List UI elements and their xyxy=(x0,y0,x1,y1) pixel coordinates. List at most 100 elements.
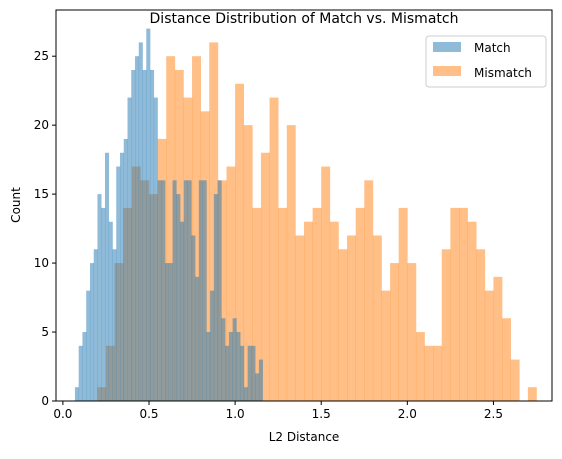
histogram-bar-match xyxy=(187,180,192,401)
legend-label-match: Match xyxy=(474,41,511,55)
plot-frame xyxy=(55,9,553,402)
histogram-bar-match xyxy=(120,152,125,401)
histogram-bar-match xyxy=(93,249,98,401)
histogram-bar-mismatch xyxy=(312,207,322,401)
histogram-bar-match xyxy=(243,387,248,401)
histogram-bar-match xyxy=(101,207,106,401)
histogram-bar-match xyxy=(78,345,83,401)
histogram-bar-mismatch xyxy=(269,97,279,401)
histogram-bar-mismatch xyxy=(372,235,382,401)
histogram-bar-mismatch xyxy=(321,166,331,401)
histogram-bar-match xyxy=(172,180,177,401)
histogram-bar-match xyxy=(258,359,263,401)
histogram-bar-mismatch xyxy=(166,56,176,401)
legend-label-mismatch: Mismatch xyxy=(474,66,532,80)
histogram-bar-mismatch xyxy=(502,318,511,401)
histogram-bar-mismatch xyxy=(459,207,468,401)
histogram-bar-mismatch xyxy=(441,249,451,401)
histogram-bar-mismatch xyxy=(304,221,313,401)
histogram-bar-match xyxy=(191,235,196,401)
histogram-bar-match xyxy=(97,194,102,401)
x-tick-label: 2.5 xyxy=(484,407,503,421)
histogram-bar-mismatch xyxy=(217,180,227,401)
x-tick-label: 2.0 xyxy=(398,407,417,421)
histogram-bar-mismatch xyxy=(484,290,494,401)
x-axis-ticks: 0.0 0.5 1.0 1.5 2.0 2.5 xyxy=(53,401,503,421)
histogram-bar-mismatch xyxy=(424,345,434,401)
x-tick-label: 1.0 xyxy=(226,407,245,421)
x-tick-label: 0.5 xyxy=(139,407,158,421)
legend: Match Mismatch xyxy=(425,35,547,88)
histogram-bar-mismatch xyxy=(433,345,443,401)
histogram-bar-match xyxy=(225,345,230,401)
histogram-bar-mismatch xyxy=(329,221,339,401)
histogram-bar-match xyxy=(168,263,173,401)
histogram-bar-match xyxy=(131,69,136,402)
histogram-bar-match xyxy=(86,290,91,401)
histogram-bar-mismatch xyxy=(450,207,460,401)
histogram-bar-match xyxy=(195,276,200,401)
histogram-bar-mismatch xyxy=(226,166,236,401)
histogram-bar-match xyxy=(135,56,140,401)
legend-swatch-mismatch xyxy=(433,66,461,76)
histogram-bar-mismatch xyxy=(235,83,245,401)
histogram-bar-match xyxy=(161,180,166,401)
histogram-bar-match xyxy=(198,180,203,401)
legend-swatch-match xyxy=(433,42,461,52)
histogram-bar-match xyxy=(82,332,87,401)
histogram-bar-mismatch xyxy=(476,249,486,401)
histogram-bar-match xyxy=(112,249,117,401)
histogram-bar-mismatch xyxy=(415,332,425,401)
histogram-bar-match xyxy=(150,69,155,402)
histogram-bar-match xyxy=(157,180,162,401)
y-tick-label: 20 xyxy=(34,118,49,132)
histogram-bar-match xyxy=(247,345,252,401)
histogram-bar-match xyxy=(180,221,185,401)
histogram-bar-match xyxy=(202,180,207,401)
histogram-bar-match xyxy=(138,42,143,401)
histogram-bar-mismatch xyxy=(252,207,262,401)
histogram-bar-match xyxy=(213,194,218,401)
histogram-bar-mismatch xyxy=(364,180,374,401)
histogram-bar-mismatch xyxy=(192,56,201,401)
histogram-bar-match xyxy=(240,345,245,401)
histogram-bar-match xyxy=(232,318,237,401)
histogram-bar-match xyxy=(127,97,132,401)
y-tick-label: 0 xyxy=(41,394,49,408)
y-axis-ticks: 0 5 10 15 20 25 xyxy=(34,49,56,408)
histogram-bar-mismatch xyxy=(381,290,391,401)
histogram-bar-match xyxy=(236,332,241,401)
histogram-bar-match xyxy=(146,28,151,402)
x-tick-label: 1.5 xyxy=(312,407,331,421)
histogram-bar-match xyxy=(116,166,121,401)
histogram-bar-match xyxy=(255,373,260,401)
histogram-bar-match xyxy=(206,332,211,401)
histogram-bar-mismatch xyxy=(260,152,270,401)
histogram-bar-match xyxy=(153,97,158,401)
histogram-bar-mismatch xyxy=(338,249,348,401)
histogram-bar-mismatch xyxy=(209,42,219,401)
histogram-bar-match xyxy=(251,345,256,401)
histogram-bar-match xyxy=(108,221,113,401)
histogram-bar-match xyxy=(89,263,95,401)
histogram-bar-match xyxy=(165,263,170,401)
histogram-bar-match xyxy=(142,69,147,402)
histogram-bar-mismatch xyxy=(286,125,296,401)
histogram-bar-match xyxy=(104,152,110,401)
histogram-bar-mismatch xyxy=(407,263,417,401)
histogram-bar-mismatch xyxy=(398,207,408,401)
histogram-bar-mismatch xyxy=(355,207,365,401)
histogram-bar-mismatch xyxy=(347,235,356,401)
histogram-bar-mismatch xyxy=(243,125,253,401)
histogram-bar-match xyxy=(228,332,233,401)
histogram-bar-match xyxy=(74,387,79,401)
y-tick-label: 15 xyxy=(34,187,49,201)
histogram-bar-match xyxy=(221,318,226,401)
histogram-bar-match xyxy=(183,180,188,401)
x-tick-label: 0.0 xyxy=(53,407,72,421)
histogram-bar-match xyxy=(217,180,222,401)
histogram-bar-mismatch xyxy=(278,207,288,401)
y-tick-label: 10 xyxy=(34,256,49,270)
